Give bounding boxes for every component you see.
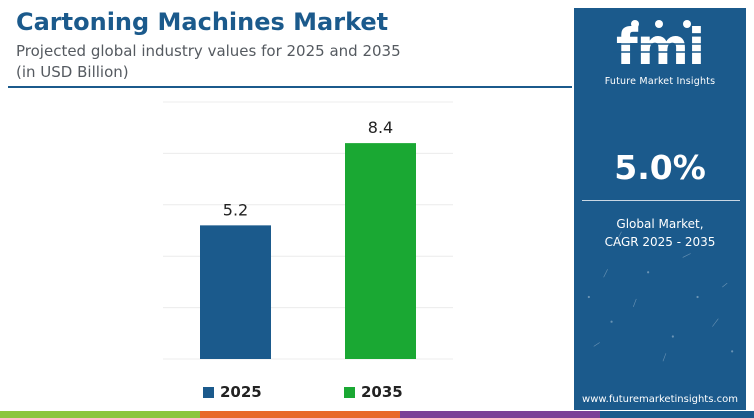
chart-subtitle: Projected global industry values for 202… xyxy=(16,42,401,60)
legend-item-2025: 2025 xyxy=(203,383,262,401)
footer-strip-segment xyxy=(200,411,400,418)
bar-2025 xyxy=(200,225,271,359)
bar-2035 xyxy=(345,143,416,359)
fmi-logo-mark: fmi xyxy=(613,18,707,74)
footer-strip-segment xyxy=(400,411,600,418)
header-divider xyxy=(8,86,572,88)
cagr-value: 5.0% xyxy=(614,148,706,187)
website-link[interactable]: www.futuremarketinsights.com xyxy=(582,394,738,405)
fmi-logo-tagline: Future Market Insights xyxy=(604,76,716,87)
legend-swatch-2025 xyxy=(203,386,214,398)
fmi-logo: fmi Future Market Insights xyxy=(574,16,746,87)
footer-color-strip xyxy=(0,411,754,418)
bar-chart: 5.2 8.4 xyxy=(163,101,453,360)
chart-title: Cartoning Machines Market xyxy=(16,8,389,36)
cagr-label-line2: CAGR 2025 - 2035 xyxy=(604,235,716,249)
legend-label-2025: 2025 xyxy=(220,383,262,401)
chart-unit-label: (in USD Billion) xyxy=(16,63,129,81)
legend-item-2035: 2035 xyxy=(344,383,403,401)
summary-sidebar: fmi Future Market Insights 5.0% Global M… xyxy=(572,8,746,410)
legend-swatch-2035 xyxy=(344,386,355,398)
cagr-label-line1: Global Market, xyxy=(616,217,704,231)
legend-label-2035: 2035 xyxy=(361,383,403,401)
cagr-label: Global Market, CAGR 2025 - 2035 xyxy=(574,215,746,251)
sidebar-texture xyxy=(587,231,734,362)
footer-strip-segment xyxy=(0,411,200,418)
footer-strip-segment xyxy=(600,411,754,418)
sidebar-divider xyxy=(582,200,740,201)
data-label-2035: 8.4 xyxy=(368,118,393,137)
data-label-2025: 5.2 xyxy=(223,200,248,219)
